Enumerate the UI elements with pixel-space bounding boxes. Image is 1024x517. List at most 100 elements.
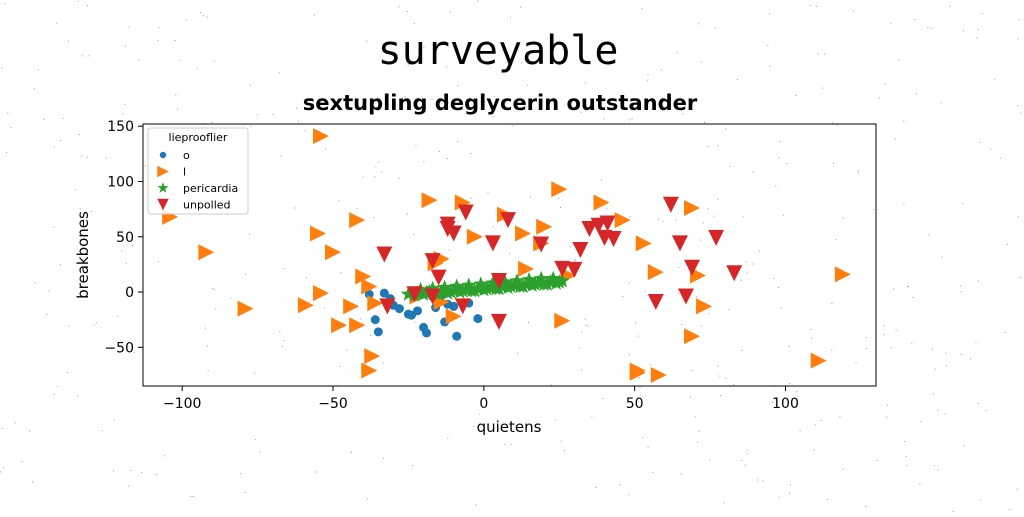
speckle-dot [729, 166, 731, 168]
speckle-dot [406, 11, 408, 12]
speckle-dot [728, 308, 730, 310]
speckle-dot [367, 498, 369, 500]
speckle-dot [779, 141, 781, 142]
speckle-dot [447, 102, 449, 104]
speckle-dot [399, 100, 401, 102]
speckle-dot [642, 437, 644, 438]
speckle-dot [769, 65, 771, 67]
speckle-dot [48, 290, 50, 292]
speckle-dot [650, 364, 652, 366]
legend-label: pericardia [183, 182, 238, 195]
speckle-dot [398, 6, 400, 8]
speckle-dot [962, 203, 964, 205]
speckle-dot [676, 52, 678, 54]
speckle-dot [975, 341, 977, 343]
data-point [349, 317, 366, 334]
speckle-dot [698, 430, 700, 432]
speckle-dot [865, 348, 867, 349]
speckle-dot [977, 28, 979, 30]
speckle-dot [278, 72, 280, 74]
speckle-dot [113, 419, 115, 421]
speckle-dot [283, 340, 285, 342]
speckle-dot [81, 155, 83, 157]
speckle-dot [29, 430, 30, 432]
speckle-dot [978, 280, 979, 282]
data-point [527, 276, 543, 291]
speckle-dot [723, 502, 725, 504]
speckle-dot [407, 64, 409, 66]
speckle-dot [245, 273, 246, 275]
data-point [533, 270, 549, 286]
speckle-dot [510, 443, 512, 445]
speckle-dot [960, 291, 962, 292]
speckle-dot [75, 189, 76, 191]
speckle-dot [413, 22, 415, 24]
speckle-dot [294, 207, 296, 209]
speckle-dot [906, 464, 908, 466]
speckle-dot [639, 386, 641, 388]
speckle-dot [32, 481, 34, 483]
data-point [647, 293, 664, 310]
speckle-dot [62, 117, 64, 119]
data-point [449, 278, 465, 293]
speckle-dot [34, 282, 36, 284]
speckle-dot [457, 221, 459, 223]
speckle-dot [325, 148, 326, 150]
data-point [445, 308, 462, 325]
speckle-dot [479, 413, 481, 415]
speckle-dot [842, 468, 844, 470]
speckle-dot [796, 391, 798, 393]
speckle-dot [79, 208, 81, 210]
speckle-dot [934, 368, 936, 370]
speckle-dot [117, 315, 119, 317]
speckle-dot [569, 246, 571, 248]
data-point [379, 298, 396, 315]
data-point [671, 235, 688, 252]
speckle-dot [895, 329, 897, 331]
data-point [361, 278, 378, 295]
speckle-dot [937, 469, 939, 471]
speckle-dot [852, 10, 854, 12]
speckle-dot [551, 384, 553, 386]
chart-title: sextupling deglycerin outstander [303, 91, 698, 115]
series-pericardia [400, 270, 570, 302]
speckle-dot [133, 352, 135, 354]
speckle-dot [637, 335, 639, 337]
speckle-dot [157, 261, 159, 263]
legend: lieprooflier ol pericardia unpolled [147, 127, 249, 215]
speckle-dot [492, 226, 494, 228]
series-l [162, 128, 851, 383]
speckle-dot [945, 365, 947, 367]
speckle-dot [634, 322, 636, 324]
speckle-dot [700, 61, 702, 63]
speckle-dot [431, 98, 433, 100]
speckle-dot [1017, 38, 1019, 40]
legend-marker [157, 182, 169, 193]
speckle-dot [527, 84, 529, 86]
speckle-dot [681, 324, 683, 325]
speckle-dot [520, 6, 522, 8]
speckle-dot [717, 145, 719, 147]
speckle-dot [506, 62, 508, 64]
speckle-dot [858, 172, 859, 174]
speckle-dot [578, 347, 580, 349]
data-point [726, 265, 743, 282]
speckle-dot [595, 486, 597, 488]
speckle-dot [179, 59, 181, 61]
speckle-dot [940, 102, 942, 104]
x-tick-label: −50 [318, 396, 348, 412]
speckle-dot [903, 203, 905, 205]
speckle-dot [457, 85, 459, 86]
series-o [364, 288, 483, 341]
speckle-dot [783, 214, 785, 216]
speckle-dot [279, 331, 281, 332]
speckle-dot [945, 352, 947, 354]
data-point [635, 235, 652, 252]
speckle-dot [1017, 105, 1019, 107]
speckle-dot [362, 176, 364, 178]
speckle-dot [789, 484, 791, 486]
speckle-dot [95, 322, 97, 324]
data-point [515, 278, 531, 293]
x-tick-label: 100 [772, 396, 799, 412]
speckle-dot [744, 464, 746, 466]
